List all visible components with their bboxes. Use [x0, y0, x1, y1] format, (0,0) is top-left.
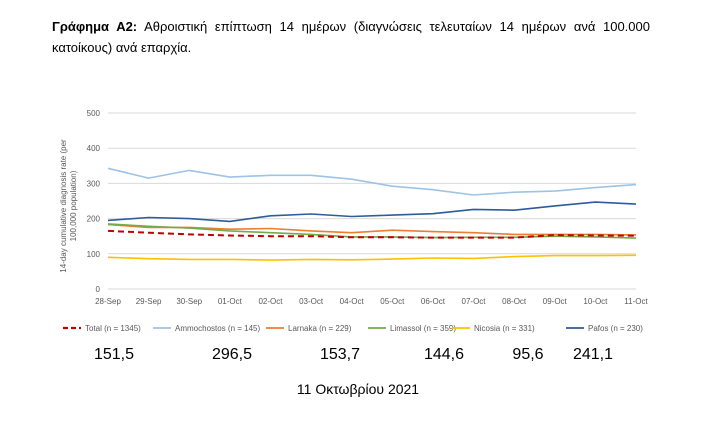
date-label: 11 Οκτωβρίου 2021: [296, 381, 420, 397]
value-limassol: 144,6: [423, 346, 465, 363]
value-larnaka: 153,7: [319, 346, 361, 363]
value-nicosia: 95,6: [512, 346, 544, 363]
legend-label: Nicosia (n = 331): [474, 324, 535, 333]
legend-label: Limassol (n = 359): [390, 324, 456, 333]
series-line-nicosia: [107, 254, 637, 261]
y-tick-label: 400: [87, 144, 101, 153]
x-tick-label: 09-Oct: [543, 297, 568, 306]
x-tick-label: 06-Oct: [421, 297, 446, 306]
line-chart: 0 100 200 300 400 500 28-Sep 29-Sep 30-Sep 01-Oct…: [59, 109, 648, 333]
x-tick-label: 10-Oct: [583, 297, 608, 306]
series-line-total: [107, 229, 637, 239]
x-tick-label: 02-Oct: [258, 297, 283, 306]
legend-label: Total (n = 1345): [85, 324, 141, 333]
x-tick-label: 04-Oct: [340, 297, 365, 306]
x-tick-label: 08-Oct: [502, 297, 527, 306]
x-tick-label: 07-Oct: [462, 297, 487, 306]
caption-label: Γράφημα Α2:: [52, 19, 138, 34]
value-ammochostos: 296,5: [211, 346, 253, 363]
series-line-pafos: [107, 201, 637, 223]
y-tick-label: 300: [87, 179, 101, 188]
x-tick-label: 11-Oct: [624, 297, 648, 306]
x-tick-label: 05-Oct: [380, 297, 405, 306]
x-tick-label: 29-Sep: [136, 297, 162, 306]
x-tick-label: 28-Sep: [95, 297, 121, 306]
value-total: 151,5: [93, 346, 135, 363]
latest-values-row: 151,5 296,5 153,7 144,6 95,6 241,1: [0, 346, 716, 368]
legend-label: Larnaka (n = 229): [288, 324, 352, 333]
series-line-ammochostos: [107, 167, 637, 196]
legend-label: Ammochostos (n = 145): [175, 324, 260, 333]
series-line-larnaka: [107, 223, 637, 236]
y-tick-label: 500: [87, 109, 101, 118]
chart-caption: Γράφημα Α2: Αθροιστική επίπτωση 14 ημέρω…: [52, 16, 650, 58]
caption-text: Αθροιστική επίπτωση 14 ημέρων (διαγνώσει…: [52, 19, 650, 55]
x-tick-label: 01-Oct: [218, 297, 243, 306]
x-tick-label: 03-Oct: [299, 297, 324, 306]
x-tick-label: 30-Sep: [176, 297, 202, 306]
y-axis-label: 14-day cumulative diagnosis rate (per100…: [59, 139, 78, 273]
y-tick-label: 200: [87, 215, 101, 224]
legend-label: Pafos (n = 230): [588, 324, 643, 333]
y-tick-label: 100: [87, 250, 101, 259]
value-pafos: 241,1: [572, 346, 614, 363]
y-tick-label: 0: [96, 285, 101, 294]
